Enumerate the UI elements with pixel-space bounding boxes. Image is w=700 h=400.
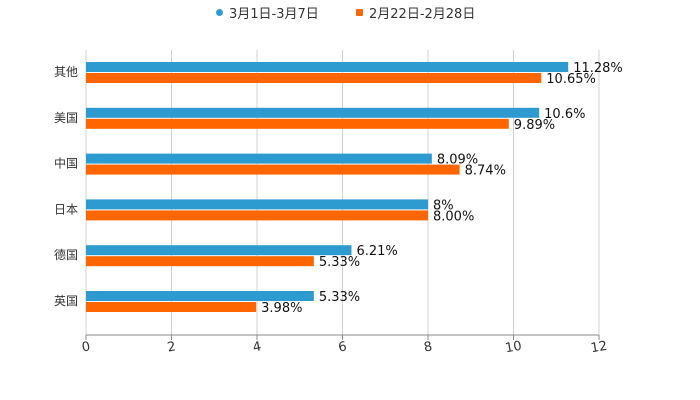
x-tick-label: 10	[504, 339, 523, 357]
legend-label-series-a: 3月1日-3月7日	[229, 7, 319, 22]
bar-series-b	[86, 73, 542, 83]
bar-series-a	[86, 291, 314, 301]
bar-series-b	[86, 164, 460, 175]
data-label: 10.65%	[546, 72, 596, 87]
legend-marker-series-a	[216, 9, 223, 16]
x-tick-label: 12	[590, 339, 609, 357]
y-category-label: 其他	[54, 65, 78, 79]
data-label: 5.33%	[319, 255, 360, 270]
data-label: 6.21%	[356, 244, 397, 259]
data-label: 3.98%	[261, 301, 302, 316]
y-category-label: 德国	[54, 247, 78, 262]
bar-series-a	[86, 245, 352, 256]
data-label: 11.28%	[573, 61, 623, 76]
data-label: 8%	[433, 198, 454, 213]
data-label: 8.00%	[433, 209, 474, 224]
bar-series-a	[86, 107, 540, 118]
bar-series-a	[86, 62, 569, 72]
data-label: 8.74%	[465, 164, 506, 179]
y-category-label: 英国	[54, 294, 78, 308]
bar-series-b	[86, 302, 257, 312]
legend-label-series-b: 2月22日-2月28日	[369, 7, 476, 22]
data-label: 9.89%	[514, 118, 555, 133]
x-tick-label: 2	[166, 339, 177, 355]
x-tick-label: 4	[252, 339, 263, 355]
y-category-label: 美国	[54, 111, 78, 125]
legend: 3月1日-3月7日 2月22日-2月28日	[0, 3, 700, 23]
bar-series-b	[86, 118, 509, 129]
legend-item-series-a[interactable]: 3月1日-3月7日	[216, 3, 319, 22]
x-tick-label: 0	[81, 339, 92, 355]
bar-series-b	[86, 210, 428, 221]
data-label: 5.33%	[319, 290, 360, 305]
legend-item-series-b[interactable]: 2月22日-2月28日	[356, 3, 475, 22]
y-category-label: 日本	[54, 202, 78, 216]
x-tick-label: 8	[423, 339, 434, 355]
y-category-label: 中国	[54, 156, 78, 171]
bar-series-b	[86, 256, 314, 267]
bar-series-a	[86, 199, 428, 210]
bar-series-a	[86, 153, 432, 164]
legend-marker-series-b	[356, 9, 363, 16]
x-tick-label: 6	[337, 339, 348, 355]
data-label: 8.09%	[437, 153, 478, 168]
data-label: 10.6%	[544, 107, 585, 122]
